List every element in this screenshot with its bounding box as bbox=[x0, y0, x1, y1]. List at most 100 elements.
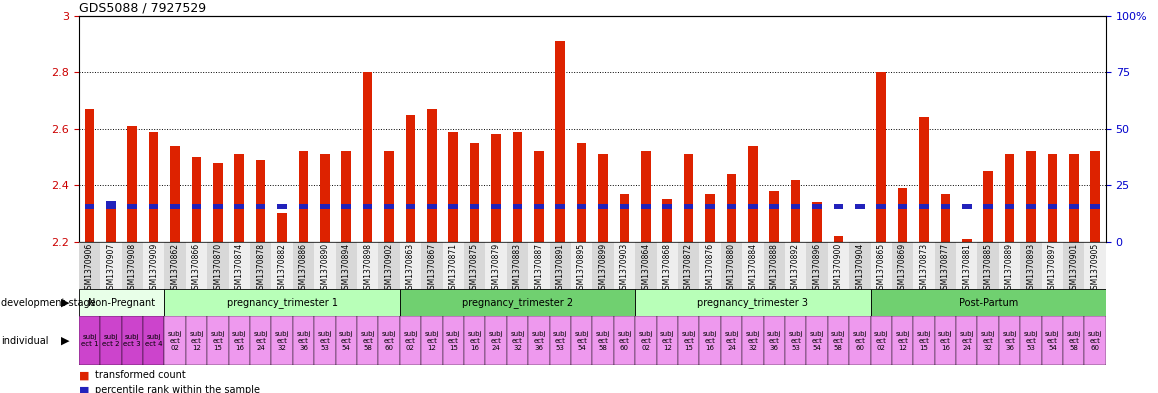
Bar bbox=[571, 242, 592, 289]
Text: subj
ect
24: subj ect 24 bbox=[960, 331, 974, 351]
Text: GSM1370898: GSM1370898 bbox=[364, 243, 372, 294]
Bar bbox=[213, 204, 222, 209]
Text: GSM1370894: GSM1370894 bbox=[342, 243, 351, 294]
Text: GSM1370897: GSM1370897 bbox=[1048, 243, 1057, 294]
Bar bbox=[1005, 154, 1014, 242]
Bar bbox=[726, 204, 736, 209]
Bar bbox=[705, 194, 714, 242]
Bar bbox=[919, 118, 929, 242]
Bar bbox=[763, 242, 785, 289]
Text: subj
ect
58: subj ect 58 bbox=[831, 331, 845, 351]
Text: subj
ect
60: subj ect 60 bbox=[617, 331, 631, 351]
Bar bbox=[769, 204, 779, 209]
Bar bbox=[127, 204, 137, 209]
Text: subj
ect 3: subj ect 3 bbox=[124, 334, 141, 347]
Bar bbox=[593, 242, 614, 289]
Text: GSM1370895: GSM1370895 bbox=[577, 243, 586, 294]
Text: GSM1370903: GSM1370903 bbox=[620, 243, 629, 294]
Bar bbox=[935, 316, 957, 365]
Bar bbox=[742, 242, 763, 289]
Bar bbox=[699, 316, 720, 365]
Text: Post-Partum: Post-Partum bbox=[959, 298, 1018, 308]
Bar bbox=[400, 289, 635, 316]
Bar bbox=[191, 204, 201, 209]
Text: GSM1370874: GSM1370874 bbox=[235, 243, 243, 294]
Bar bbox=[400, 242, 422, 289]
Bar bbox=[185, 242, 207, 289]
Text: subj
ect
32: subj ect 32 bbox=[746, 331, 760, 351]
Bar bbox=[785, 316, 806, 365]
Text: pregnancy_trimester 1: pregnancy_trimester 1 bbox=[227, 297, 337, 308]
Bar bbox=[122, 316, 142, 365]
Bar bbox=[662, 199, 672, 242]
Text: GSM1370888: GSM1370888 bbox=[770, 243, 778, 294]
Text: GSM1370864: GSM1370864 bbox=[642, 243, 651, 294]
Text: subj
ect
54: subj ect 54 bbox=[574, 331, 589, 351]
Text: GSM1370881: GSM1370881 bbox=[962, 243, 972, 294]
Bar bbox=[977, 242, 999, 289]
Bar bbox=[657, 316, 677, 365]
Text: GSM1370862: GSM1370862 bbox=[170, 243, 179, 294]
Bar bbox=[293, 242, 314, 289]
Bar bbox=[983, 204, 994, 209]
Text: GSM1370905: GSM1370905 bbox=[1091, 243, 1100, 294]
Bar bbox=[657, 242, 677, 289]
Bar bbox=[812, 204, 822, 209]
Bar bbox=[871, 289, 1106, 316]
Bar bbox=[983, 171, 994, 242]
Bar bbox=[1020, 316, 1042, 365]
Text: transformed count: transformed count bbox=[95, 370, 185, 380]
Text: pregnancy_trimester 2: pregnancy_trimester 2 bbox=[462, 297, 573, 308]
Text: GDS5088 / 7927529: GDS5088 / 7927529 bbox=[79, 2, 206, 15]
Bar bbox=[234, 154, 244, 242]
Text: subj
ect
02: subj ect 02 bbox=[403, 331, 418, 351]
Bar bbox=[763, 316, 785, 365]
Bar bbox=[442, 316, 464, 365]
Bar bbox=[149, 132, 159, 242]
Text: GSM1370906: GSM1370906 bbox=[85, 243, 94, 294]
Text: subj
ect 4: subj ect 4 bbox=[145, 334, 162, 347]
Bar bbox=[849, 242, 871, 289]
Bar bbox=[485, 316, 507, 365]
Bar bbox=[464, 242, 485, 289]
Text: subj
ect
53: subj ect 53 bbox=[789, 331, 802, 351]
Bar bbox=[577, 204, 586, 209]
Bar bbox=[977, 316, 999, 365]
Bar bbox=[336, 242, 357, 289]
Bar bbox=[662, 204, 672, 209]
Text: subj
ect
16: subj ect 16 bbox=[938, 331, 953, 351]
Text: GSM1370899: GSM1370899 bbox=[599, 243, 608, 294]
Bar bbox=[791, 204, 800, 209]
Bar bbox=[919, 204, 929, 209]
Text: subj
ect
60: subj ect 60 bbox=[852, 331, 867, 351]
Text: subj
ect
54: subj ect 54 bbox=[339, 331, 353, 351]
Bar bbox=[207, 242, 228, 289]
Bar bbox=[228, 242, 250, 289]
Text: GSM1370885: GSM1370885 bbox=[983, 243, 992, 294]
Bar bbox=[122, 242, 142, 289]
Bar bbox=[422, 316, 442, 365]
Bar bbox=[357, 242, 379, 289]
Text: GSM1370901: GSM1370901 bbox=[1069, 243, 1078, 294]
Bar bbox=[892, 242, 914, 289]
Bar bbox=[1005, 204, 1014, 209]
Bar bbox=[1069, 154, 1078, 242]
Bar bbox=[957, 242, 977, 289]
Text: subj
ect 2: subj ect 2 bbox=[102, 334, 119, 347]
Bar bbox=[1048, 204, 1057, 209]
Bar bbox=[85, 109, 94, 242]
Bar bbox=[164, 289, 400, 316]
Bar bbox=[379, 316, 400, 365]
Text: pregnancy_trimester 3: pregnancy_trimester 3 bbox=[697, 297, 808, 308]
Bar bbox=[748, 204, 757, 209]
Bar bbox=[877, 204, 886, 209]
Text: subj
ect
32: subj ect 32 bbox=[981, 331, 996, 351]
Bar bbox=[422, 242, 442, 289]
Bar bbox=[828, 316, 849, 365]
Text: ■: ■ bbox=[79, 385, 89, 393]
Bar bbox=[320, 154, 330, 242]
Text: percentile rank within the sample: percentile rank within the sample bbox=[95, 385, 259, 393]
Bar bbox=[556, 41, 565, 242]
Bar bbox=[599, 204, 608, 209]
Bar bbox=[342, 151, 351, 242]
